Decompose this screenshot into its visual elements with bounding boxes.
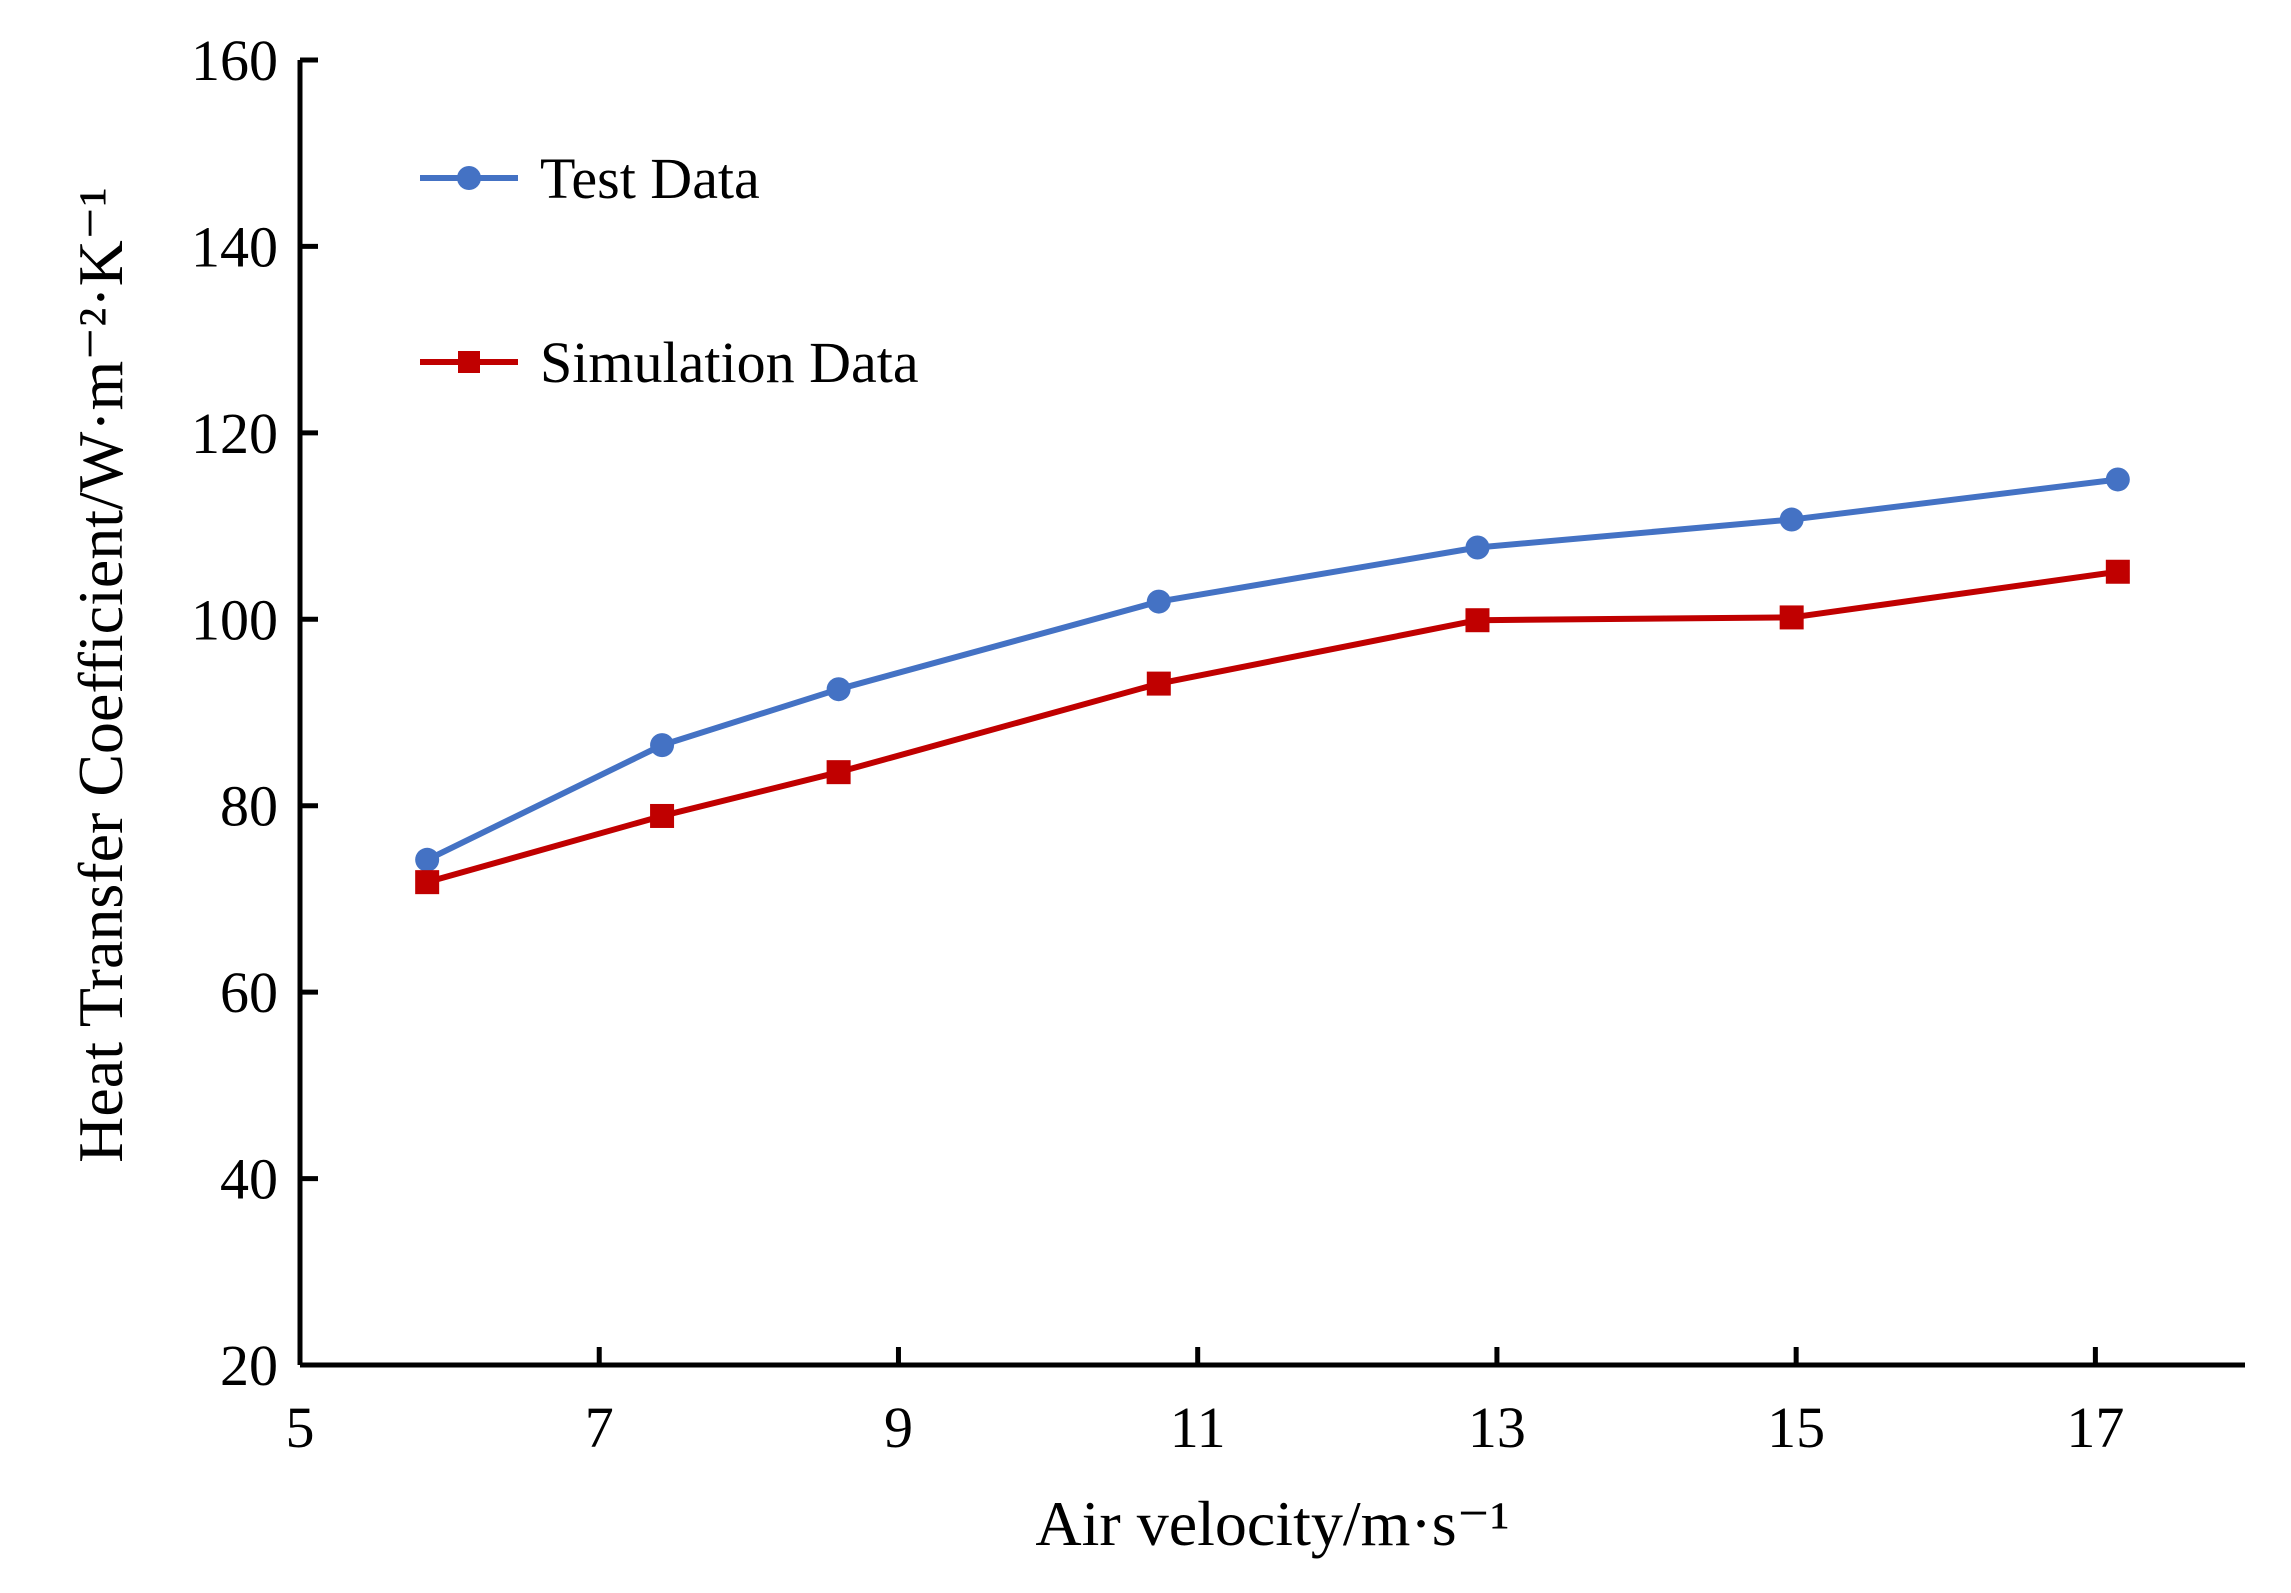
data-point [1465, 608, 1490, 633]
legend-marker-simulation-data [458, 351, 480, 373]
data-point [1779, 507, 1804, 532]
series-line [426, 568, 2119, 886]
series-simulation-data [415, 559, 2130, 895]
data-point [826, 677, 851, 702]
data-point [650, 803, 675, 828]
data-point [1779, 605, 1804, 630]
data-point [415, 847, 440, 872]
data-point [415, 870, 440, 895]
data-point [650, 733, 675, 758]
y-tick-label: 160 [191, 28, 278, 93]
legend: Test Data Simulation Data [420, 146, 919, 395]
y-tick-label: 120 [191, 401, 278, 466]
legend-item-simulation-data: Simulation Data [420, 330, 919, 395]
x-tick-label: 13 [1468, 1395, 1526, 1460]
y-tick-label: 20 [220, 1333, 278, 1398]
data-point [1146, 671, 1171, 696]
y-tick-label: 60 [220, 960, 278, 1025]
series-test-data [415, 467, 2130, 872]
data-point [2105, 559, 2130, 584]
x-tick-label: 11 [1170, 1395, 1226, 1460]
x-tick-label: 5 [286, 1395, 315, 1460]
x-ticks: 5 7 9 11 13 15 17 [286, 1347, 2124, 1460]
x-axis-title: Air velocity/m·s⁻¹ [1035, 1488, 1509, 1559]
series-line [425, 476, 2119, 863]
x-tick-label: 9 [884, 1395, 913, 1460]
legend-item-test-data: Test Data [420, 146, 760, 211]
legend-marker-test-data [457, 166, 481, 190]
legend-label-simulation-data: Simulation Data [540, 330, 919, 395]
legend-label-test-data: Test Data [540, 146, 760, 211]
data-point [1146, 589, 1171, 614]
series-layer [415, 467, 2130, 895]
y-tick-label: 100 [191, 587, 278, 652]
x-tick-label: 7 [585, 1395, 614, 1460]
x-tick-label: 15 [1767, 1395, 1825, 1460]
y-axis-title: Heat Transfer Coefficient/W·m⁻²·K⁻¹ [65, 187, 136, 1163]
data-point [1465, 535, 1490, 560]
y-tick-label: 140 [191, 214, 278, 279]
y-tick-label: 40 [220, 1147, 278, 1212]
axes [297, 60, 2245, 1368]
y-tick-label: 80 [220, 774, 278, 839]
data-point [826, 760, 851, 785]
x-tick-label: 17 [2066, 1395, 2124, 1460]
data-point [2105, 467, 2130, 492]
y-ticks: 20 40 60 80 100 120 140 160 [191, 28, 318, 1398]
